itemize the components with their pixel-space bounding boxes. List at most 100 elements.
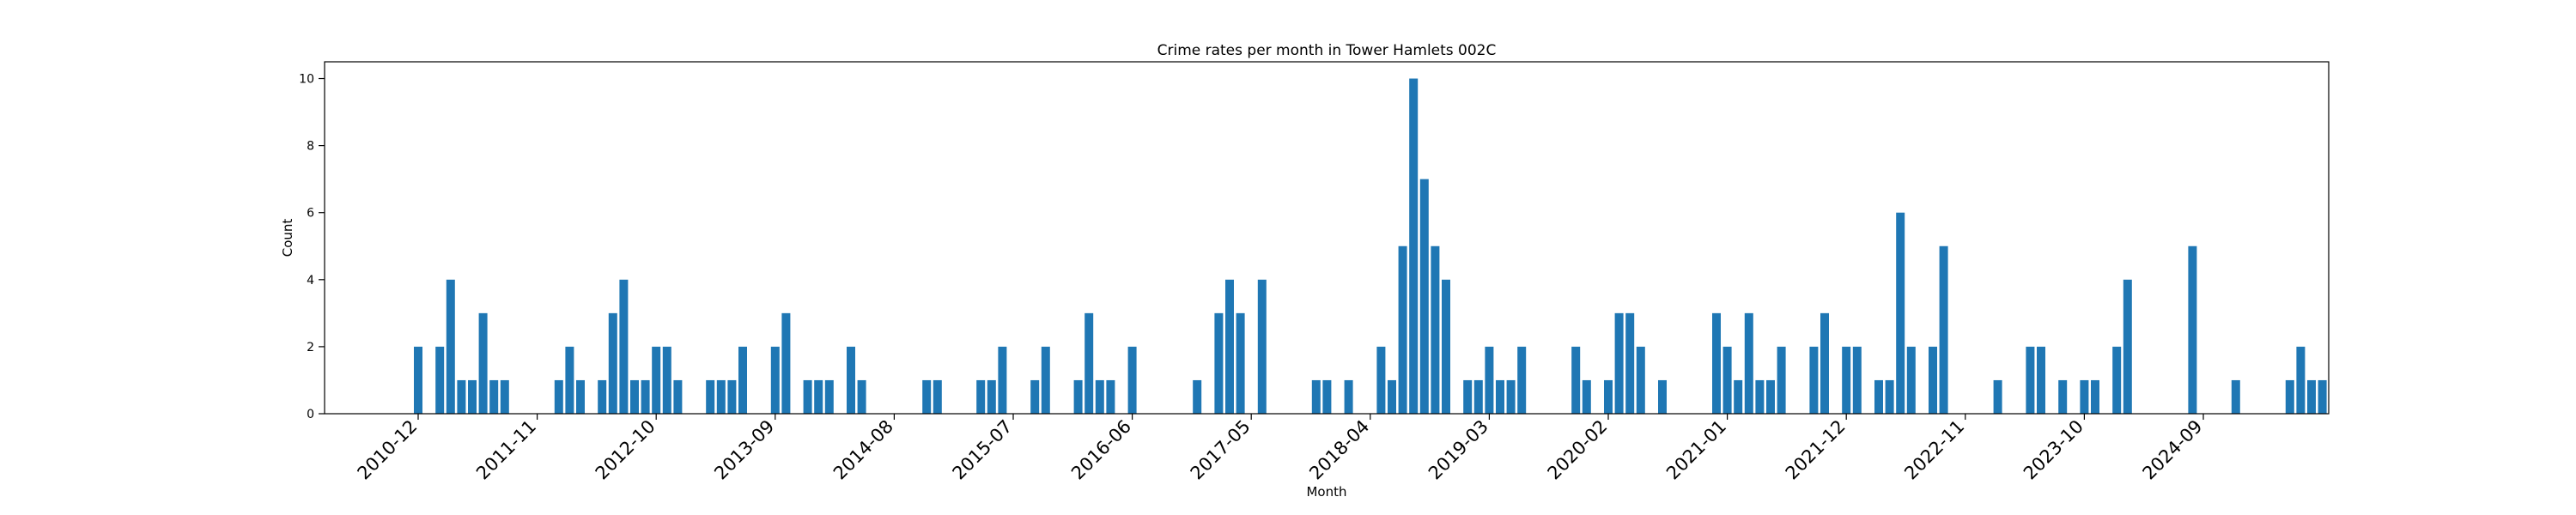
bar: [1712, 312, 1721, 414]
bar: [1127, 346, 1137, 414]
bar: [554, 379, 563, 414]
bar: [2231, 379, 2240, 414]
bar: [1852, 346, 1862, 414]
bar: [1095, 379, 1104, 414]
x-tick-label: 2020-02: [1544, 416, 1612, 484]
y-tick-label: 6: [307, 207, 314, 221]
bar: [565, 346, 574, 414]
bar: [1929, 346, 1937, 414]
bar: [1030, 379, 1040, 414]
bar: [500, 379, 509, 414]
bar: [1236, 312, 1245, 414]
bar: [630, 379, 639, 414]
y-tick-label: 10: [299, 73, 314, 87]
bar: [619, 279, 629, 414]
bar: [576, 379, 585, 414]
bar: [598, 379, 607, 414]
bar: [414, 346, 422, 414]
bar: [847, 346, 855, 414]
bar: [2123, 279, 2132, 414]
bar: [1734, 379, 1743, 414]
bar: [1625, 312, 1635, 414]
bar: [2026, 346, 2035, 414]
bar: [652, 346, 661, 414]
x-tick-label: 2018-04: [1305, 416, 1373, 484]
bar: [1582, 379, 1591, 414]
bar: [641, 379, 650, 414]
bar: [998, 346, 1007, 414]
bar: [662, 346, 671, 414]
y-tick-label: 0: [307, 408, 314, 421]
bar: [1496, 379, 1504, 414]
x-axis-label: Month: [1306, 484, 1346, 500]
bar: [1073, 379, 1083, 414]
bar: [673, 379, 683, 414]
bar: [2285, 379, 2294, 414]
bar: [1442, 279, 1450, 414]
bar: [824, 379, 834, 414]
bar: [781, 312, 791, 414]
bar: [814, 379, 823, 414]
bar: [1193, 379, 1202, 414]
x-tick-label: 2015-07: [949, 416, 1017, 484]
bar: [1419, 179, 1429, 415]
bar: [1225, 279, 1234, 414]
x-tick-label: 2021-12: [1782, 416, 1850, 484]
x-tick-label: 2014-08: [829, 416, 897, 484]
bar: [1842, 346, 1851, 414]
bar: [1658, 379, 1667, 414]
bar: [435, 346, 445, 414]
bar: [478, 312, 488, 414]
bar: [1311, 379, 1321, 414]
bar: [489, 379, 499, 414]
bar: [2058, 379, 2068, 414]
x-tick-label: 2022-11: [1900, 416, 1968, 484]
bars-layer: [414, 78, 2327, 415]
bar: [933, 379, 942, 414]
bar: [1809, 346, 1819, 414]
bar: [608, 312, 617, 414]
bar: [1820, 312, 1829, 414]
bar: [1755, 379, 1765, 414]
x-tick-label: 2010-12: [354, 416, 422, 484]
bar: [770, 346, 780, 414]
bar: [1463, 379, 1473, 414]
x-tick-label: 2023-10: [2020, 416, 2087, 484]
bar: [1571, 346, 1581, 414]
bar: [922, 379, 932, 414]
bar: [2080, 379, 2089, 414]
bar: [1473, 379, 1483, 414]
y-axis-label: Count: [280, 219, 295, 258]
plot-frame: [324, 61, 2330, 415]
bar: [1939, 245, 1948, 414]
y-tick-layer: 0 2 4 6 8 10: [299, 73, 325, 421]
bar: [1398, 245, 1407, 414]
bar: [468, 379, 477, 414]
bar: [987, 379, 996, 414]
bar: [2112, 346, 2122, 414]
bar: [857, 379, 866, 414]
bar: [1431, 245, 1440, 414]
bar: [976, 379, 986, 414]
bar: [1896, 212, 1905, 414]
bar: [2037, 346, 2045, 414]
y-tick-label: 2: [307, 341, 314, 354]
bar: [1906, 346, 1916, 414]
bar: [1766, 379, 1775, 414]
x-tick-label: 2016-06: [1067, 416, 1135, 484]
x-tick-label: 2017-05: [1187, 416, 1255, 484]
bar: [803, 379, 812, 414]
x-tick-label: 2012-10: [592, 416, 659, 484]
bar: [1604, 379, 1613, 414]
bar: [706, 379, 715, 414]
bar: [2091, 379, 2099, 414]
bar: [1084, 312, 1094, 414]
bar: [1993, 379, 2002, 414]
bar: [1614, 312, 1624, 414]
bar: [2296, 346, 2306, 414]
bar: [1409, 78, 1419, 415]
bar: [446, 279, 455, 414]
bar: [1885, 379, 1894, 414]
